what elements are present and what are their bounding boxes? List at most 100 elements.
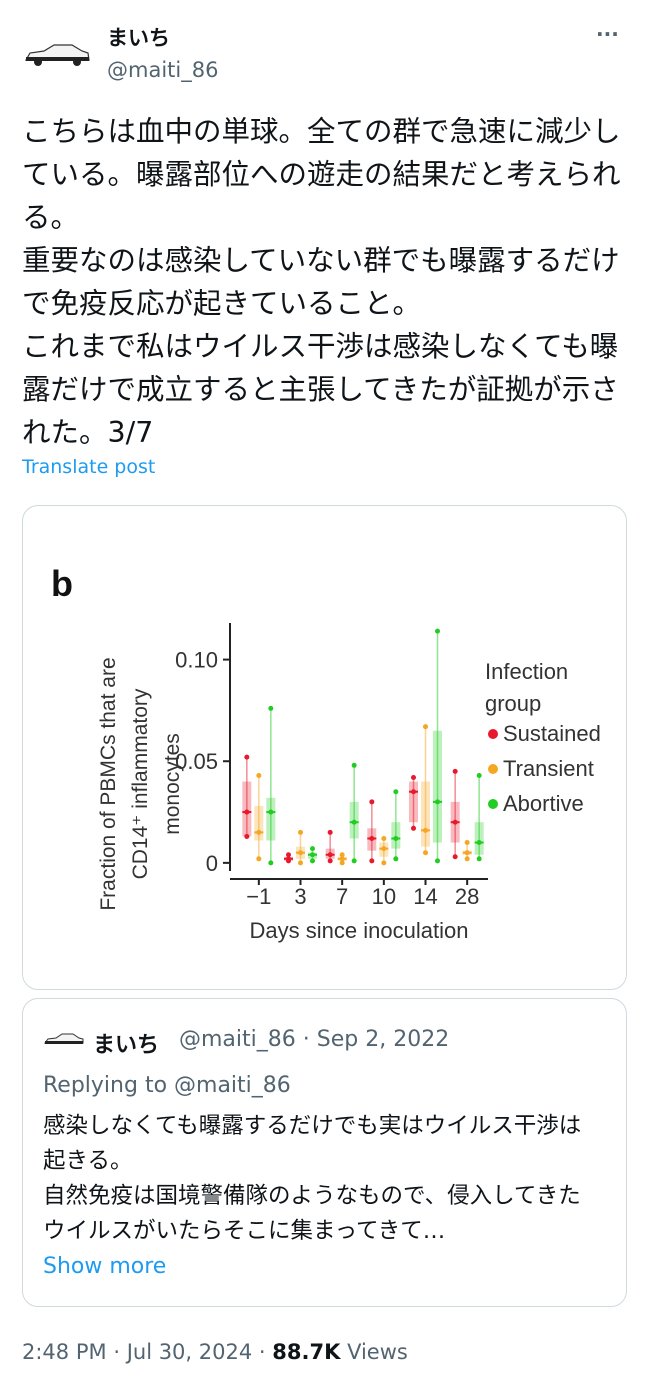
x-tick-label: 14	[413, 884, 437, 909]
separator: ·	[302, 1027, 310, 1052]
quote-card[interactable]: まいち @maiti_86 · Sep 2, 2022 Replying to …	[22, 998, 627, 1307]
media-card[interactable]: b 0 0.05 0.10 −1 3 7 10 14 28 Days since inoculati…	[22, 505, 627, 990]
data-point	[411, 789, 416, 795]
y-axis-label: Fraction of PBMCs that are CD14⁺ inflamm…	[97, 657, 184, 911]
data-point	[268, 860, 274, 866]
legend-title: Infection group	[485, 659, 569, 716]
data-point	[244, 833, 250, 839]
separator: ·	[258, 1340, 266, 1364]
data-point	[464, 840, 470, 846]
data-point	[435, 628, 440, 634]
x-axis-label: Days since inoculation	[250, 918, 469, 943]
paragraph: こちらは血中の単球。全ての群で急速に減少している。曝露部位への遊走の結果だと考え…	[22, 115, 621, 234]
y-tick-label: 0.10	[175, 648, 218, 673]
box	[391, 822, 401, 849]
legend-label: Transient	[503, 756, 594, 781]
chart: b 0 0.05 0.10 −1 3 7 10 14 28 Days since inoculati…	[51, 563, 601, 943]
data-point	[310, 852, 315, 858]
y-tick-label: 0	[206, 851, 218, 876]
quote-name: まいち	[93, 1033, 160, 1058]
legend-marker	[488, 764, 498, 774]
data-point	[256, 856, 262, 862]
data-point	[476, 856, 482, 862]
translate-link[interactable]: Translate post	[22, 456, 156, 478]
data-point	[286, 852, 291, 858]
legend-label: Sustained	[503, 721, 601, 746]
time[interactable]: 2:48 PM	[22, 1340, 107, 1364]
box	[242, 781, 252, 837]
data-point	[452, 768, 458, 774]
paragraph: これまで私はウイルス干渉は感染しなくても曝露だけで成立すると主張してきたが証拠が…	[22, 330, 619, 449]
data-point	[423, 724, 428, 730]
data-point	[339, 852, 345, 858]
data-point	[393, 789, 399, 795]
views-label: Views	[347, 1340, 408, 1364]
data-point	[298, 829, 303, 835]
avatar[interactable]	[22, 40, 92, 70]
tweet-body: こちらは血中の単球。全ての群で急速に減少している。曝露部位への遊走の結果だと考え…	[22, 110, 622, 454]
author-name[interactable]: まいち	[107, 26, 170, 50]
data-point	[298, 850, 303, 856]
x-tick-label: 7	[336, 884, 348, 909]
data-point	[310, 846, 315, 852]
data-point	[464, 850, 470, 856]
box	[409, 781, 418, 823]
data-point	[327, 829, 333, 835]
quote-date: Sep 2, 2022	[316, 1027, 450, 1052]
data-point	[423, 850, 428, 856]
quote-line: 感染しなくても曝露するだけでも実はウイルス干渉は起きる。	[43, 1113, 582, 1174]
box	[421, 781, 430, 847]
data-point	[256, 829, 262, 835]
quote-line: 自然免疫は国境警備隊のようなもので、侵入してきたウイルスがいたらそこに集まってき…	[43, 1183, 581, 1244]
show-more[interactable]: Show more	[43, 1254, 167, 1279]
data-point	[435, 858, 440, 864]
data-point	[452, 854, 458, 860]
data-point	[381, 835, 387, 841]
box	[266, 797, 276, 841]
author-handle[interactable]: @maiti_86	[107, 58, 219, 82]
quote-text: 感染しなくても曝露するだけでも実はウイルス干渉は起きる。 自然免疫は国境警備隊の…	[43, 1109, 603, 1249]
data-point	[351, 819, 357, 825]
data-point	[381, 860, 387, 866]
data-point	[476, 772, 482, 778]
data-point	[435, 799, 440, 805]
view-count: 88.7K	[272, 1340, 341, 1364]
data-point	[286, 856, 291, 862]
quote-handle: @maiti_86	[179, 1027, 296, 1052]
legend-marker	[488, 729, 498, 739]
data-point	[381, 846, 387, 852]
more-button[interactable]: ···	[596, 22, 619, 46]
data-point	[310, 858, 315, 864]
data-point	[411, 774, 416, 780]
x-tick-label: −1	[246, 884, 271, 909]
data-point	[298, 860, 303, 866]
data-point	[327, 858, 333, 864]
separator: ·	[113, 1340, 120, 1364]
quote-meta: @maiti_86 · Sep 2, 2022	[179, 1027, 449, 1052]
x-tick-label: 3	[294, 884, 306, 909]
data-point	[369, 799, 375, 805]
data-point	[351, 858, 357, 864]
box	[474, 822, 484, 855]
box	[254, 805, 264, 841]
data-point	[476, 840, 482, 846]
data-point	[452, 819, 458, 825]
date[interactable]: Jul 30, 2024	[126, 1340, 253, 1364]
data-point	[369, 835, 375, 841]
replying-to: Replying to @maiti_86	[43, 1073, 291, 1098]
data-point	[464, 856, 470, 862]
data-point	[393, 856, 399, 862]
data-point	[369, 858, 375, 864]
data-point	[244, 809, 250, 815]
data-point	[268, 809, 274, 815]
x-tick-label: 28	[455, 884, 479, 909]
data-point	[423, 827, 428, 833]
legend-marker	[488, 799, 498, 809]
box	[433, 730, 442, 843]
data-point	[268, 705, 274, 711]
tweet-meta: 2:48 PM · Jul 30, 2024 · 88.7K Views	[22, 1340, 408, 1364]
data-point	[339, 860, 345, 866]
data-point	[339, 856, 345, 862]
panel-label: b	[51, 563, 73, 604]
